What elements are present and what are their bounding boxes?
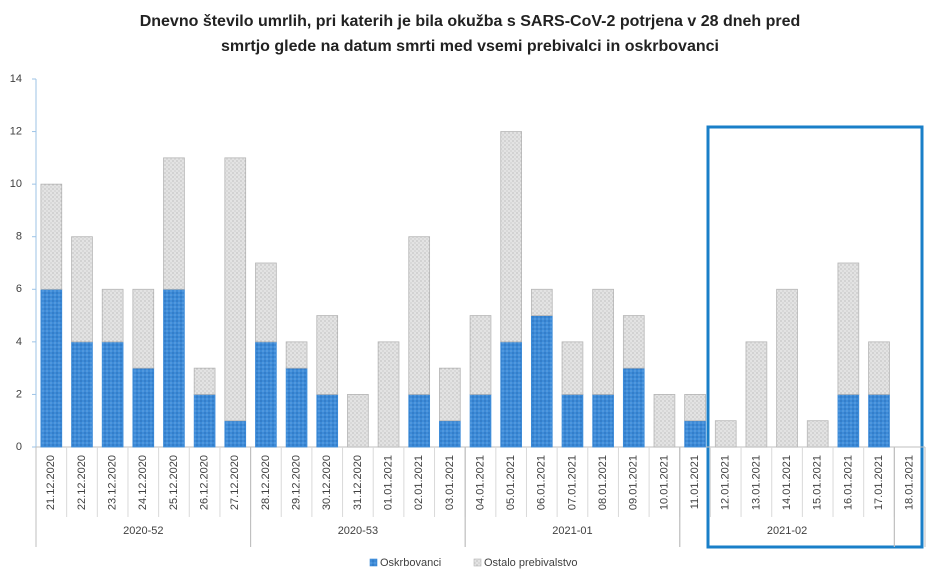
x-tick-label: 03.01.2021 [444, 455, 456, 510]
bar-segment [592, 288, 614, 395]
highlight-box [706, 125, 924, 549]
bar-segment [837, 262, 860, 395]
bar-segment [347, 394, 369, 448]
x-tick-label: 23.12.2020 [107, 455, 119, 510]
bar-segment [132, 288, 155, 369]
x-tick-label: 25.12.2020 [168, 455, 180, 510]
bar-segment [132, 367, 155, 448]
x-tick-label: 31.12.2020 [352, 455, 364, 510]
bar-segment [500, 131, 522, 343]
bar-segment [592, 394, 614, 448]
x-tick-label: 13.01.2021 [750, 455, 762, 510]
x-tick-label: 14.01.2021 [781, 455, 793, 510]
bar-segment [255, 341, 277, 448]
bar-segment [163, 288, 185, 448]
bar-segment [377, 341, 400, 448]
x-tick-label: 05.01.2021 [505, 455, 517, 510]
x-tick-label: 10.01.2021 [658, 455, 670, 510]
x-tick-label: 24.12.2020 [137, 455, 149, 510]
x-tick-label: 01.01.2021 [382, 455, 394, 510]
bar-segment [193, 367, 216, 395]
bar-segment [837, 394, 860, 448]
x-tick-label: 06.01.2021 [536, 455, 548, 510]
y-tick-label: 12 [10, 125, 22, 137]
y-tick-label: 8 [16, 231, 22, 243]
x-tick-label: 16.01.2021 [842, 455, 854, 510]
x-tick-label: 27.12.2020 [229, 455, 241, 510]
bar-segment [439, 367, 461, 422]
bar-segment [561, 394, 584, 448]
bar-segment [71, 341, 93, 448]
chart-subtitle: smrtjo glede na datum smrti med vsemi pr… [221, 38, 719, 55]
bar-segment [408, 236, 431, 395]
x-tick-label: 07.01.2021 [566, 455, 578, 510]
y-tick-label: 0 [16, 441, 22, 453]
x-tick-label: 17.01.2021 [873, 455, 885, 510]
x-tick-label: 26.12.2020 [199, 455, 211, 510]
bar-segment [40, 288, 63, 448]
x-tick-label: 21.12.2020 [45, 455, 57, 510]
x-tick-label: 30.12.2020 [321, 455, 333, 510]
bar-segment [71, 236, 93, 343]
x-tick-label: 18.01.2021 [904, 455, 916, 510]
bar-segment [622, 315, 645, 369]
bar-segment [285, 367, 308, 448]
bar-segment [163, 157, 185, 290]
y-tick-label: 6 [16, 283, 22, 295]
x-tick-label: 28.12.2020 [260, 455, 272, 510]
bar-segment [868, 394, 890, 448]
bar-segment [745, 341, 768, 448]
legend-swatch [369, 558, 378, 567]
bar-segment [469, 394, 492, 448]
legend-swatch [473, 558, 482, 567]
bar-segment [776, 288, 798, 448]
x-tick-label: 02.01.2021 [413, 455, 425, 510]
bar-segment [40, 183, 63, 290]
bar-segment [684, 394, 706, 422]
bar-segment [500, 341, 522, 448]
legend-label: Ostalo prebivalstvo [484, 557, 578, 569]
bar-segment [101, 341, 124, 448]
bar-segment [530, 288, 553, 316]
group-label: 2021-01 [552, 525, 592, 537]
group-label: 2020-53 [338, 525, 378, 537]
y-tick-label: 10 [10, 178, 22, 190]
x-tick-label: 29.12.2020 [290, 455, 302, 510]
bar-segment [622, 367, 645, 448]
bar-segment [285, 341, 308, 369]
x-tick-label: 08.01.2021 [597, 455, 609, 510]
bar-segment [439, 420, 461, 448]
y-tick-label: 2 [16, 388, 22, 400]
legend-label: Oskrbovanci [380, 557, 441, 569]
group-label: 2020-52 [123, 525, 163, 537]
bar-segment [868, 341, 890, 395]
bar-segment [316, 394, 339, 448]
bar-segment [101, 288, 124, 343]
bar-segment [224, 420, 247, 448]
bar-segment [316, 315, 339, 395]
bar-segment [530, 315, 553, 448]
bar-segment [684, 420, 706, 448]
x-tick-label: 15.01.2021 [812, 455, 824, 510]
bar-segment [653, 394, 676, 448]
bar-segment [255, 262, 277, 343]
bar-segment [224, 157, 247, 422]
x-tick-label: 09.01.2021 [628, 455, 640, 510]
x-tick-label: 22.12.2020 [76, 455, 88, 510]
x-tick-label: 11.01.2021 [689, 455, 701, 509]
group-label: 2021-02 [767, 525, 807, 537]
x-tick-label: 04.01.2021 [474, 455, 486, 510]
y-tick-label: 14 [10, 73, 22, 85]
bar-segment [193, 394, 216, 448]
bar-segment [408, 394, 431, 448]
bar-segment [469, 315, 492, 395]
chart-title: Dnevno število umrlih, pri katerih je bi… [140, 13, 801, 30]
x-tick-label: 12.01.2021 [720, 455, 732, 510]
bar-segment [714, 420, 737, 448]
y-tick-label: 4 [16, 336, 22, 348]
bar-segment [806, 420, 829, 448]
bar-segment [561, 341, 584, 395]
